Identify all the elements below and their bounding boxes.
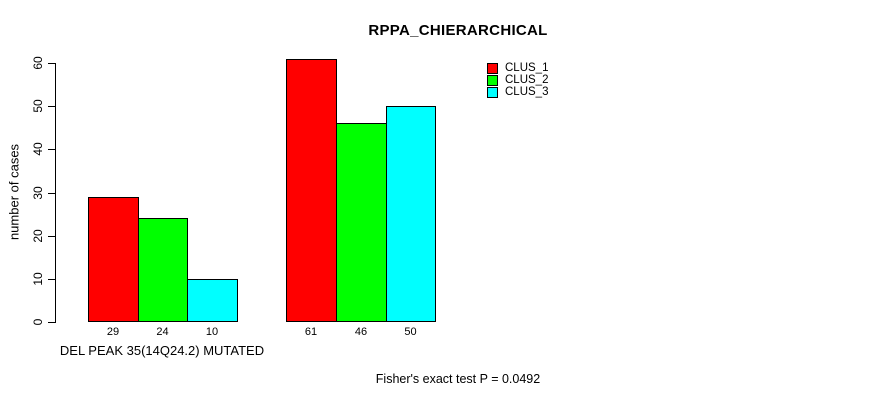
bar-value-label: 24 — [156, 326, 169, 338]
y-tick-label: 60 — [31, 56, 45, 70]
chart-title: RPPA_CHIERARCHICAL — [368, 22, 548, 39]
y-tick-label: 10 — [31, 272, 45, 286]
bar-clus_1-group1 — [88, 197, 139, 322]
bar-clus_2-group1 — [138, 218, 188, 322]
bar-value-label: 50 — [404, 326, 417, 338]
fishers-test-annotation: Fisher's exact test P = 0.0492 — [375, 372, 541, 386]
bar-value-label: 61 — [304, 326, 318, 338]
y-tick — [48, 192, 55, 194]
legend-swatch-clus_2 — [487, 74, 498, 86]
legend-item-clus_3: CLUS_3 — [487, 86, 548, 98]
y-tick — [48, 235, 55, 237]
y-tick — [48, 278, 55, 280]
bar-value-label: 46 — [354, 326, 368, 338]
legend-swatch-clus_1 — [487, 62, 498, 74]
bar-clus_1-group2 — [286, 59, 337, 322]
y-tick — [48, 106, 55, 108]
bar-clus_3-group2 — [386, 106, 436, 322]
y-tick-label: 40 — [31, 142, 45, 157]
y-tick — [48, 63, 55, 64]
bar-clus_3-group1 — [187, 279, 238, 322]
y-axis-line — [55, 63, 56, 323]
legend-item-clus_1: CLUS_1 — [487, 62, 548, 74]
bar-clus_2-group2 — [336, 123, 387, 322]
x-axis-label: DEL PEAK 35(14Q24.2) MUTATED — [59, 343, 265, 358]
y-axis-label: number of cases — [6, 143, 22, 241]
y-tick-label: 20 — [31, 228, 45, 243]
legend-label: CLUS_2 — [505, 74, 549, 86]
y-tick-label: 30 — [31, 185, 45, 200]
legend-label: CLUS_1 — [505, 62, 549, 74]
y-tick — [48, 322, 55, 323]
legend-item-clus_2: CLUS_2 — [487, 74, 548, 86]
y-tick-label: 50 — [31, 99, 45, 113]
legend-label: CLUS_3 — [505, 86, 549, 98]
legend-swatch-clus_3 — [487, 86, 498, 98]
legend: CLUS_1 CLUS_2 CLUS_3 — [487, 62, 607, 102]
y-tick-label: 0 — [31, 318, 45, 326]
bar-value-label: 10 — [205, 326, 219, 338]
y-tick — [48, 149, 55, 151]
bar-value-label: 29 — [106, 326, 120, 338]
